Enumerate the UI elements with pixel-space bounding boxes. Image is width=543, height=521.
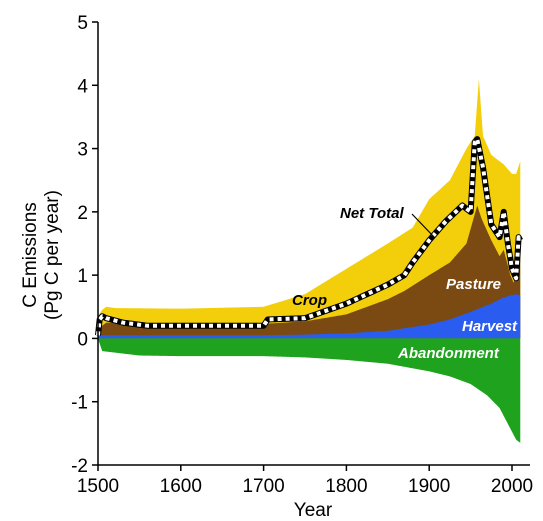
y-axis-title-line2: (Pg C per year) [42,190,63,320]
crop-area [98,78,521,339]
x-tick-label: 1500 [77,476,119,497]
x-tick-label: 1600 [160,476,202,497]
pasture-area [98,205,521,339]
x-tick-label: 1700 [242,476,284,497]
y-tick-label: -1 [71,393,88,414]
abandonment-label: Abandonment [397,345,500,362]
crop-label: Crop [292,292,327,309]
y-tick-label: 0 [77,329,88,350]
harvest-area [98,294,521,339]
y-tick-label: 3 [77,140,88,161]
axes: -2 -1 0 1 2 3 4 5 1500 1600 1700 1800 1900 2000 [71,13,533,497]
y-tick-label: 2 [77,203,88,224]
axis-titles: Year C Emissions (Pg C per year) [20,190,333,521]
net-total-line-group [95,136,523,336]
x-tick-label: 1900 [408,476,450,497]
pasture-label: Pasture [446,276,501,293]
y-tick-label: 5 [77,13,88,34]
x-tick-label: 2000 [491,476,533,497]
net-total-pointer [411,213,436,239]
x-axis-title: Year [294,500,333,521]
y-tick-label: 4 [77,76,88,97]
abandonment-area [98,338,521,443]
net-total-line-dashes [96,137,523,336]
x-tick-label: 1800 [325,476,367,497]
series-labels: Crop Net Total Pasture Harvest Abandonme… [292,205,518,362]
y-axis-title-line1: C Emissions [20,202,41,308]
plot-areas [98,78,521,443]
harvest-label: Harvest [462,318,518,335]
y-tick-label: -2 [71,456,88,477]
net-total-label: Net Total [340,205,404,222]
y-tick-label: 1 [77,266,88,287]
